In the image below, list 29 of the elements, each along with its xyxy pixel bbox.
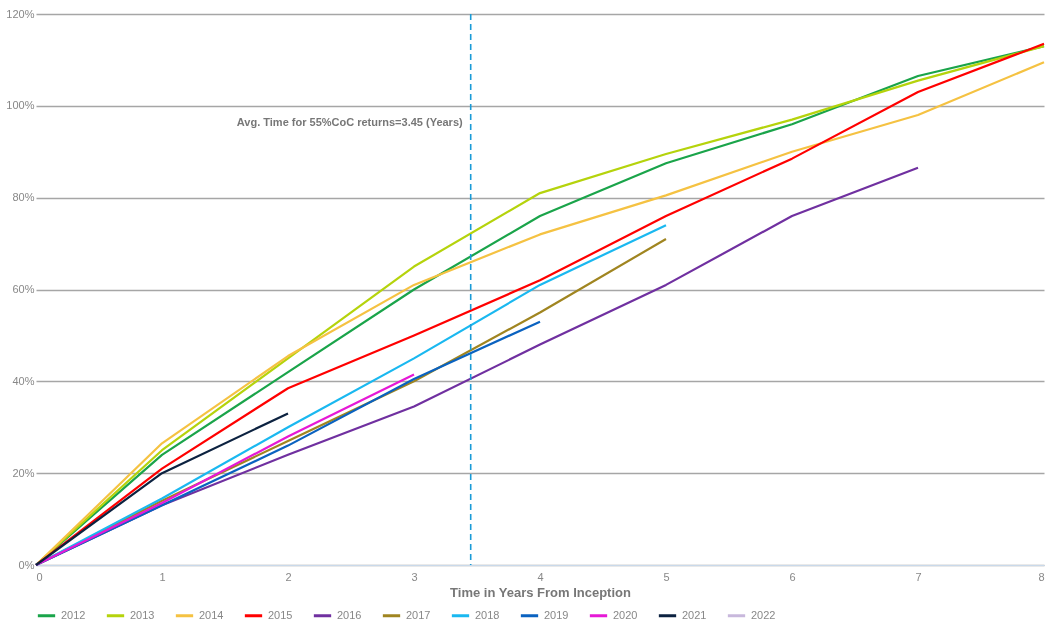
legend-label: 2022: [751, 608, 776, 621]
y-tick-label: 100%: [6, 99, 35, 112]
y-tick-label: 0%: [18, 558, 35, 571]
x-tick-label: 6: [789, 570, 796, 583]
y-tick-label: 60%: [12, 283, 35, 295]
y-tick-label: 20%: [12, 466, 35, 479]
x-tick-label: 2: [285, 570, 292, 583]
y-tick-label: 120%: [6, 7, 35, 20]
legend-label: 2013: [130, 608, 155, 621]
x-tick-label: 3: [411, 570, 418, 583]
x-tick-label: 4: [537, 570, 544, 583]
legend-label: 2019: [544, 608, 569, 621]
x-tick-label: 0: [36, 570, 43, 583]
legend-label: 2016: [337, 608, 362, 621]
legend-label: 2018: [475, 608, 500, 621]
x-axis-title: Time in Years From Inception: [450, 584, 631, 600]
y-tick-label: 40%: [12, 374, 35, 387]
ref-line-label: Avg. Time for 55%CoC returns=3.45 (Years): [236, 116, 464, 129]
legend-label: 2021: [682, 608, 707, 621]
x-tick-label: 7: [915, 570, 922, 583]
y-tick-label: 80%: [12, 191, 35, 204]
x-tick-label: 1: [159, 570, 166, 583]
legend-label: 2012: [61, 608, 86, 621]
x-tick-label: 5: [663, 570, 670, 583]
x-tick-label: 8: [1038, 570, 1045, 583]
legend-label: 2020: [613, 608, 638, 621]
legend-label: 2015: [268, 608, 293, 621]
legend-label: 2014: [199, 608, 224, 621]
legend-label: 2017: [406, 608, 431, 621]
